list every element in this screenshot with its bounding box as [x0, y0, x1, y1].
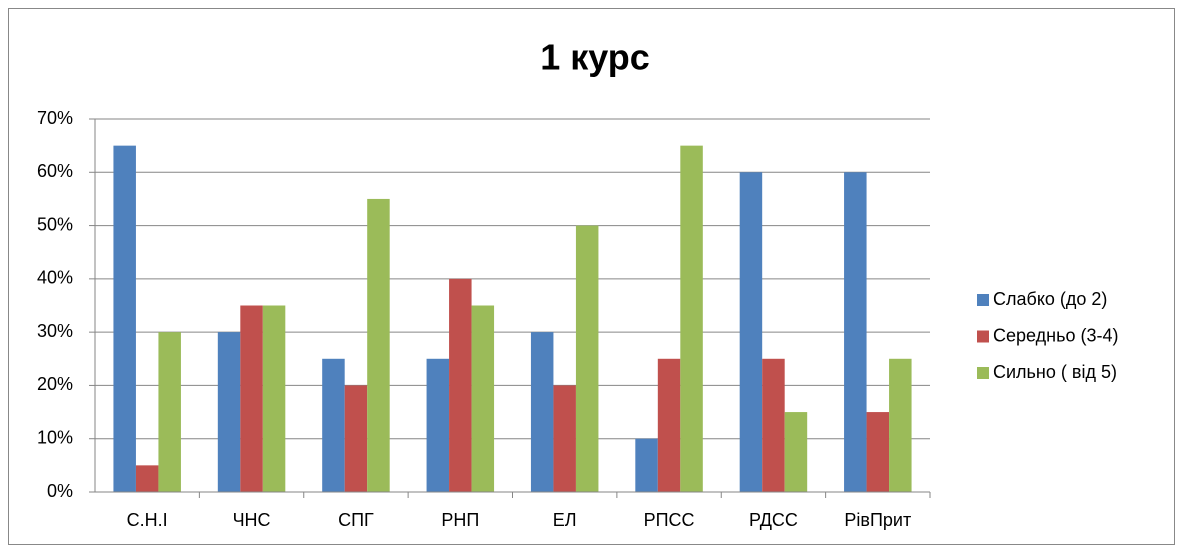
chart-title: 1 курс	[540, 37, 650, 78]
bar	[135, 465, 159, 492]
bar	[322, 358, 345, 492]
bar	[844, 172, 867, 493]
bar	[635, 438, 658, 492]
bar	[426, 358, 450, 492]
x-tick-label: РНП	[441, 510, 479, 530]
bar	[553, 385, 576, 492]
x-tick-label: РДСС	[749, 510, 798, 530]
bar	[344, 385, 368, 492]
y-tick-label: 60%	[37, 161, 73, 181]
bar	[367, 198, 390, 492]
y-tick-label: 10%	[37, 427, 73, 447]
bar	[784, 412, 808, 492]
bar	[262, 305, 286, 492]
bar	[530, 332, 554, 492]
legend-swatch	[977, 294, 989, 306]
bar	[762, 358, 785, 492]
x-tick-label: СПГ	[338, 510, 374, 530]
bar	[739, 172, 763, 493]
bar	[449, 278, 472, 492]
legend-label: Слабко (до 2)	[993, 289, 1107, 309]
legend-swatch	[977, 330, 989, 343]
bar	[657, 358, 681, 492]
bar	[158, 332, 181, 492]
bar	[217, 332, 241, 492]
x-tick-label: ЧНС	[233, 510, 271, 530]
y-tick-label: 30%	[37, 321, 73, 341]
y-tick-label: 0%	[47, 481, 73, 501]
legend-label: Середньо (3-4)	[993, 325, 1118, 345]
legend-swatch	[977, 367, 989, 379]
bar	[889, 358, 912, 492]
bar	[240, 305, 263, 492]
y-tick-label: 20%	[37, 374, 73, 394]
y-tick-label: 50%	[37, 214, 73, 234]
legend-label: Сильно ( від 5)	[993, 362, 1117, 382]
bar	[113, 145, 136, 492]
x-tick-label: РівПрит	[844, 510, 911, 530]
bar	[680, 145, 703, 492]
bar	[866, 412, 890, 492]
bar	[575, 225, 599, 493]
x-tick-label: С.Н.І	[127, 510, 168, 530]
x-tick-label: ЕЛ	[553, 510, 577, 530]
y-tick-label: 40%	[37, 268, 73, 288]
bar	[471, 305, 495, 492]
y-tick-label: 70%	[37, 108, 73, 128]
x-tick-label: РПСС	[644, 510, 695, 530]
